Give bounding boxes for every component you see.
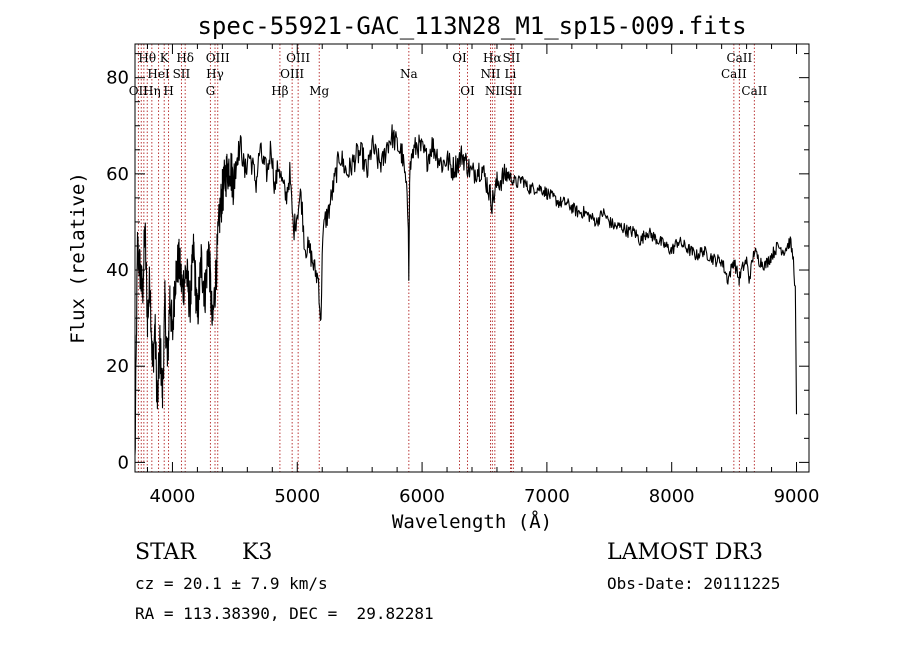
y-axis-label: Flux (relative)	[67, 172, 89, 344]
line-label: CaII	[741, 84, 767, 98]
line-label: G	[206, 84, 216, 98]
line-label: Li	[505, 67, 517, 81]
x-axis-label: Wavelength (Å)	[392, 510, 552, 533]
line-label: Hδ	[176, 51, 194, 65]
line-label: OI	[460, 84, 475, 98]
flux-series	[134, 124, 798, 455]
line-label: Hα	[483, 51, 502, 65]
coordinates: RA = 113.38390, DEC = 29.82281	[135, 604, 434, 623]
line-label: Hβ	[271, 84, 288, 98]
line-label: NII	[480, 67, 500, 81]
y-tick-label: 60	[106, 164, 129, 185]
plot-frame	[134, 43, 810, 473]
line-label: SII	[173, 67, 191, 81]
line-label: NII	[485, 84, 505, 98]
line-markers	[137, 44, 755, 472]
line-label: OIII	[280, 67, 304, 81]
x-tick-label: 5000	[274, 486, 320, 507]
line-label: OI	[452, 51, 467, 65]
line-label: OII	[129, 84, 149, 98]
line-label: OIII	[286, 51, 310, 65]
obs-date: Obs-Date: 20111225	[607, 574, 781, 593]
chart-title: spec-55921-GAC_113N28_M1_sp15-009.fits	[197, 12, 746, 40]
y-tick-label: 0	[118, 452, 129, 473]
redshift-velocity: cz = 20.1 ± 7.9 km/s	[135, 574, 328, 593]
y-tick-label: 40	[106, 260, 129, 281]
x-tick-label: 9000	[774, 486, 820, 507]
line-label: Hθ	[138, 51, 156, 65]
object-subclass: K3	[242, 540, 273, 565]
line-label: SII	[503, 51, 521, 65]
line-label: SII	[504, 84, 522, 98]
line-label: Hη	[143, 84, 161, 98]
y-tick-label: 20	[106, 356, 129, 377]
survey-name: LAMOST DR3	[607, 540, 763, 565]
line-label: Mg	[309, 84, 329, 98]
line-label: Hγ	[206, 67, 224, 81]
x-tick-label: 7000	[524, 486, 570, 507]
line-label: OIII	[206, 51, 230, 65]
y-axis-ticks: 0 20 40 60 80	[106, 53, 809, 473]
line-labels: OIIHθHηHeIKHSIIHδGHγOIIIHβOIIIOIIIMgNaOI…	[129, 51, 768, 98]
line-label: CaII	[721, 67, 747, 81]
object-class: STAR	[135, 540, 196, 565]
line-label: CaII	[726, 51, 752, 65]
line-label: HeI	[147, 67, 170, 81]
x-tick-label: 6000	[399, 486, 445, 507]
line-label: Na	[400, 67, 418, 81]
line-label: K	[160, 51, 170, 65]
line-label: H	[163, 84, 173, 98]
x-tick-label: 4000	[150, 486, 196, 507]
x-tick-label: 8000	[649, 486, 695, 507]
x-axis-ticks: 4000 5000 6000 7000 8000 9000	[146, 44, 820, 507]
y-tick-label: 80	[106, 68, 129, 89]
